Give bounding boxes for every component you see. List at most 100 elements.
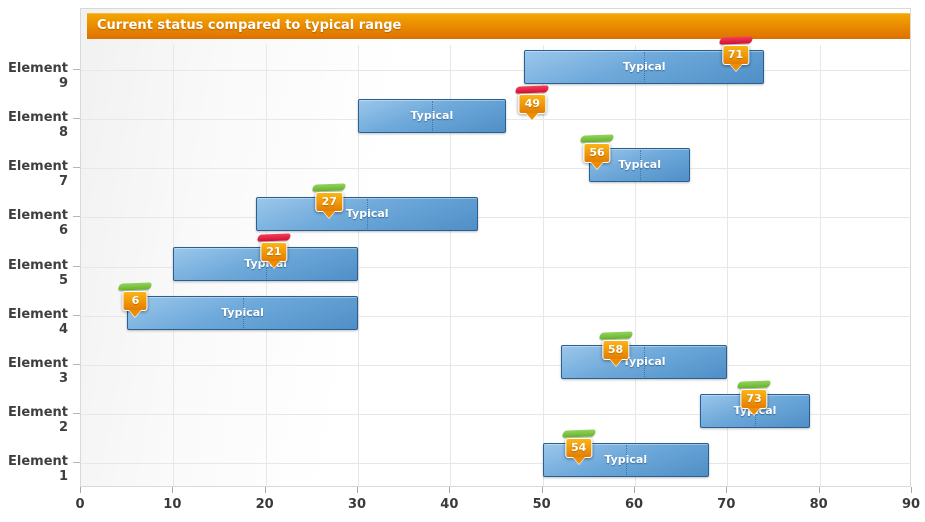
vertical-gridline (635, 45, 636, 486)
typical-range-bar[interactable]: Typical (358, 98, 506, 133)
y-axis-label: Element 7 (8, 159, 68, 190)
y-axis-tick (73, 216, 80, 218)
x-axis-label: 0 (75, 497, 85, 512)
x-axis-label: 80 (809, 497, 828, 512)
x-axis-tick (264, 487, 266, 493)
x-axis-tick (911, 487, 912, 493)
horizontal-gridline (81, 364, 910, 366)
y-axis-tick (73, 167, 80, 169)
y-axis-tick (73, 68, 80, 70)
chart-title-bar: Current status compared to typical range (87, 13, 910, 39)
y-axis-label: Element 4 (8, 306, 68, 337)
x-axis-tick (634, 487, 635, 493)
current-value-badge: 58 (601, 339, 630, 360)
vertical-gridline (727, 45, 729, 486)
range-midpoint-line (367, 199, 369, 230)
status-cap-green (118, 282, 153, 291)
range-bar-label: Typical (604, 453, 648, 467)
vertical-gridline (450, 45, 452, 486)
y-axis-label: Element 5 (8, 257, 68, 288)
horizontal-gridline (81, 315, 910, 317)
x-axis-label: 90 (901, 497, 921, 512)
typical-range-bar[interactable]: Typical (256, 197, 479, 232)
current-value-badge: 56 (583, 143, 611, 164)
y-axis-label: Element 3 (8, 355, 68, 386)
badge-pointer (129, 309, 142, 317)
range-bar-label: Typical (345, 207, 389, 221)
status-cap-green (736, 380, 772, 389)
horizontal-gridline (81, 266, 910, 268)
range-midpoint-line (431, 100, 433, 131)
status-cap-green (579, 134, 615, 143)
badge-pointer (748, 408, 761, 416)
x-axis-tick (541, 487, 543, 493)
x-axis-label: 30 (347, 497, 367, 512)
vertical-gridline (542, 45, 544, 486)
range-midpoint-line (265, 248, 267, 279)
range-midpoint-line (644, 51, 646, 82)
x-axis-tick (449, 487, 451, 493)
y-axis-tick (73, 265, 80, 267)
y-axis-tick (73, 117, 80, 119)
typical-range-bar[interactable]: Typical (588, 148, 691, 183)
plot-area: Current status compared to typical range… (80, 8, 911, 487)
x-axis-label: 50 (532, 497, 551, 512)
vertical-gridline (358, 45, 359, 486)
status-cap-green (598, 331, 633, 340)
y-axis-label: Element 6 (8, 208, 68, 239)
badge-pointer (572, 457, 585, 465)
badge-pointer (267, 260, 280, 268)
current-value-badge: 73 (740, 389, 768, 410)
x-axis-label: 40 (440, 497, 459, 512)
x-axis-tick (818, 487, 820, 493)
current-value-badge: 49 (518, 93, 547, 114)
current-value-badge: 27 (315, 192, 343, 213)
badge-pointer (323, 211, 336, 219)
x-axis-label: 70 (717, 497, 736, 512)
chart-title: Current status compared to typical range (97, 18, 402, 33)
x-axis-label: 60 (624, 497, 644, 512)
range-bar-label: Typical (622, 354, 666, 368)
current-value-badge: 6 (122, 290, 148, 311)
badge-pointer (729, 63, 742, 71)
horizontal-gridline (81, 168, 910, 170)
x-axis-tick (357, 487, 358, 493)
x-axis-tick (172, 487, 174, 493)
y-axis-label: Element 8 (8, 109, 68, 140)
badge-pointer (526, 112, 539, 120)
y-axis-label: Element 2 (8, 405, 68, 436)
y-axis-tick (73, 462, 80, 464)
status-cap-red (515, 85, 550, 94)
horizontal-gridline (81, 463, 910, 465)
y-axis-tick (73, 363, 80, 365)
range-midpoint-line (639, 150, 641, 181)
range-bar-label: Typical (410, 108, 454, 122)
horizontal-gridline (81, 217, 910, 219)
status-cap-red (718, 36, 753, 45)
range-midpoint-line (242, 297, 244, 328)
badge-pointer (609, 358, 622, 366)
badge-pointer (591, 162, 604, 170)
range-bar-label: Typical (618, 158, 661, 172)
x-axis-label: 10 (163, 497, 182, 512)
current-value-badge: 71 (721, 44, 750, 65)
y-axis-tick (73, 314, 80, 316)
y-axis-label: Element 9 (8, 60, 68, 91)
y-axis-label: Element 1 (8, 454, 68, 485)
typical-range-bar[interactable]: Typical (127, 295, 358, 330)
y-axis-tick (73, 413, 80, 415)
range-bar-label: Typical (221, 305, 264, 319)
typical-range-bar[interactable]: Typical (561, 344, 728, 379)
horizontal-gridline (81, 69, 910, 71)
current-value-badge: 21 (260, 241, 288, 262)
range-bar-label: Typical (622, 59, 666, 73)
x-axis-tick (726, 487, 728, 493)
vertical-gridline (819, 45, 821, 486)
x-axis-tick (80, 487, 81, 493)
horizontal-gridline (81, 414, 910, 416)
status-cap-red (256, 232, 292, 242)
x-axis-label: 20 (255, 497, 274, 512)
current-value-badge: 54 (564, 438, 593, 459)
range-midpoint-line (625, 445, 627, 476)
